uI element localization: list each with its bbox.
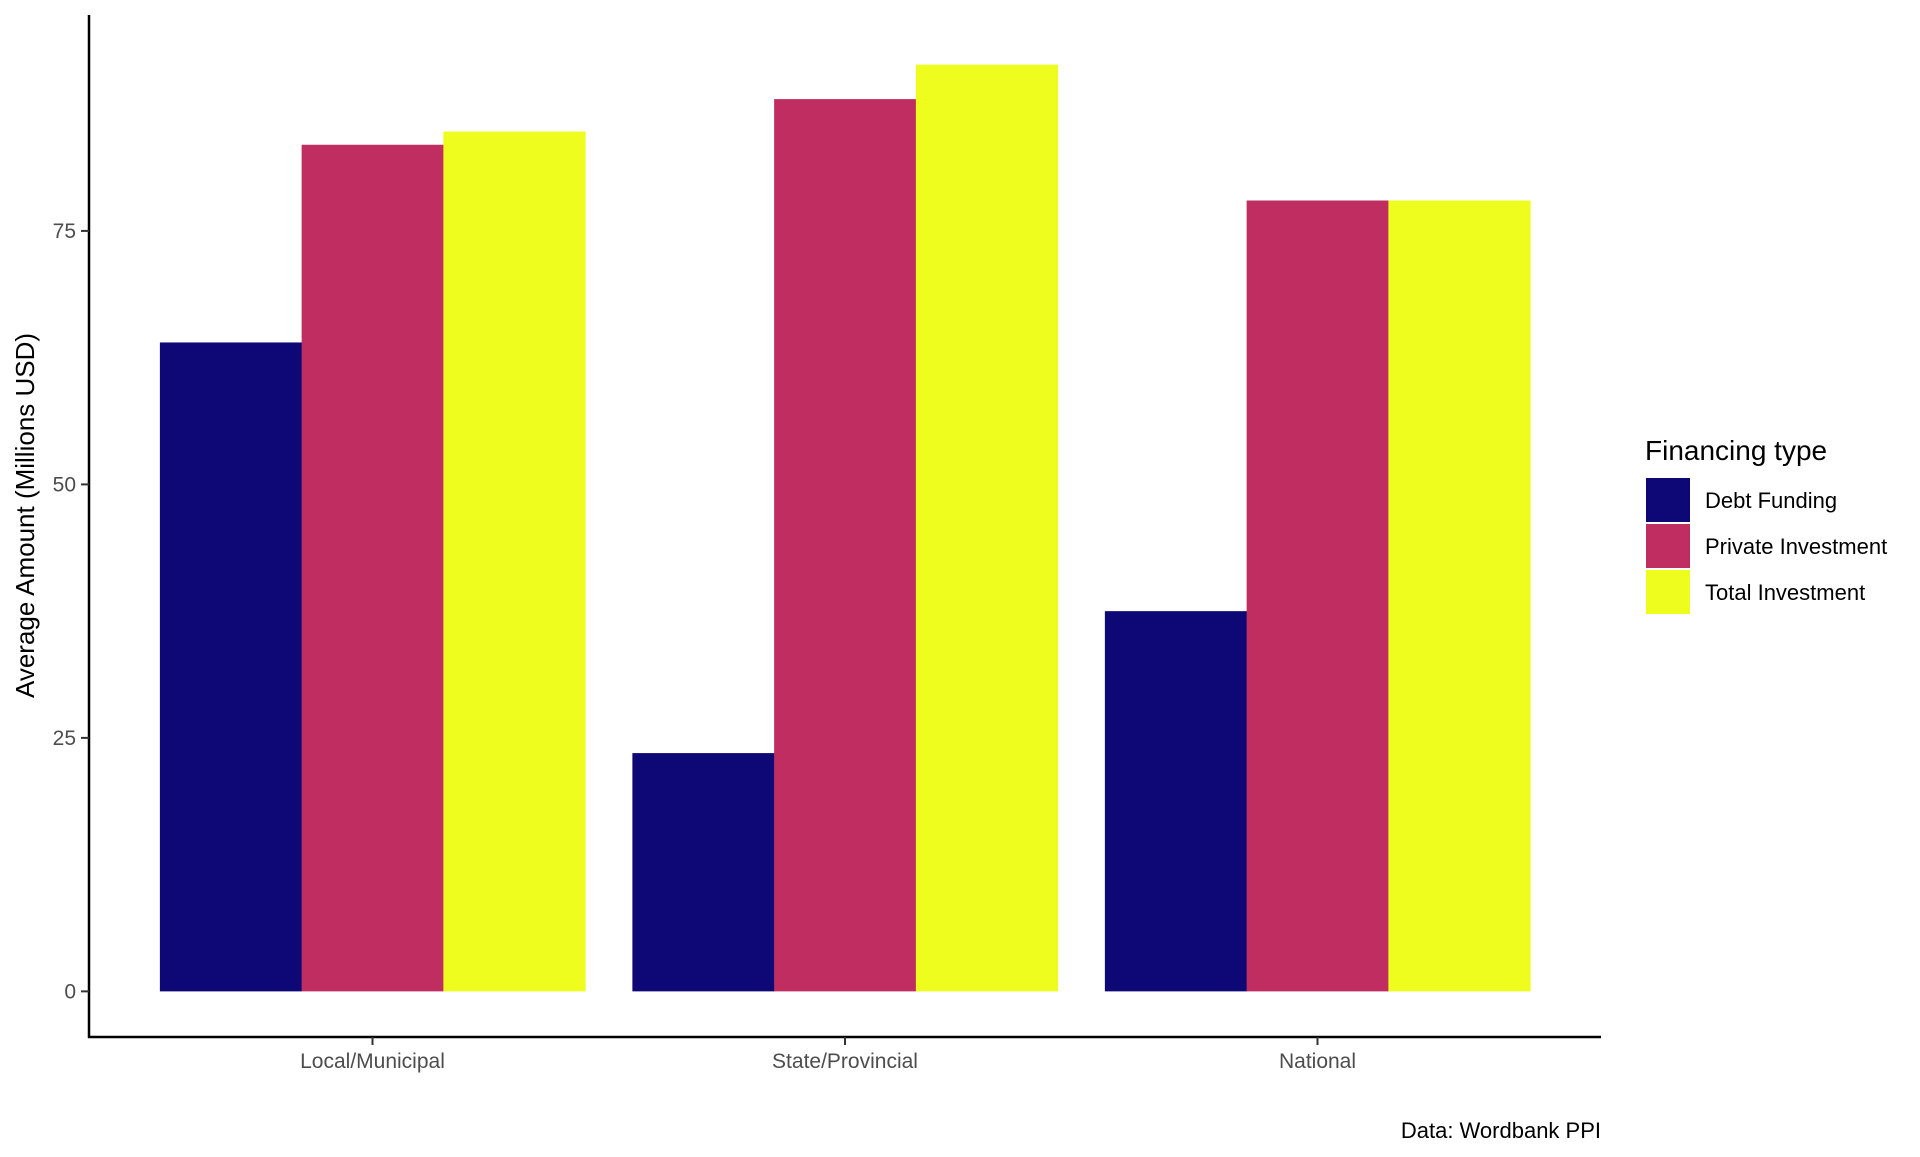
y-axis-title: Average Amount (Millions USD) (10, 333, 40, 698)
y-ticks: 0 25 50 75 (53, 220, 89, 1003)
legend-swatch-debt-funding (1646, 478, 1690, 522)
bar-private-investment-1 (301, 144, 444, 992)
x-ticks: Local/Municipal State/Provincial National (300, 1037, 1356, 1073)
bars-layer (159, 64, 1531, 992)
bar-private-investment-2 (774, 99, 917, 992)
bar-total-investment-2 (915, 64, 1059, 992)
x-tick-label: State/Provincial (772, 1050, 918, 1073)
x-tick-label: National (1279, 1050, 1356, 1073)
bar-debt-funding-1 (159, 342, 303, 992)
legend-swatch-total-investment (1646, 570, 1690, 614)
y-tick-label: 75 (53, 220, 76, 243)
bar-total-investment-3 (1388, 200, 1531, 992)
legend-label-total-investment: Total Investment (1705, 580, 1865, 605)
legend-label-private-investment: Private Investment (1705, 534, 1887, 559)
bar-private-investment-3 (1246, 200, 1389, 992)
bar-debt-funding-2 (632, 753, 775, 992)
legend: Financing type Debt Funding Private Inves… (1645, 435, 1887, 614)
x-tick-label: Local/Municipal (300, 1050, 445, 1073)
bar-total-investment-1 (443, 131, 586, 992)
legend-label-debt-funding: Debt Funding (1705, 488, 1837, 513)
y-tick-label: 25 (53, 727, 76, 750)
y-tick-label: 50 (53, 473, 76, 496)
y-tick-label: 0 (64, 980, 76, 1003)
caption: Data: Wordbank PPI (1401, 1118, 1601, 1143)
legend-title: Financing type (1645, 435, 1827, 466)
legend-items: Debt Funding Private Investment Total Inve… (1646, 478, 1887, 614)
legend-swatch-private-investment (1646, 524, 1690, 568)
bar-debt-funding-3 (1104, 611, 1248, 992)
